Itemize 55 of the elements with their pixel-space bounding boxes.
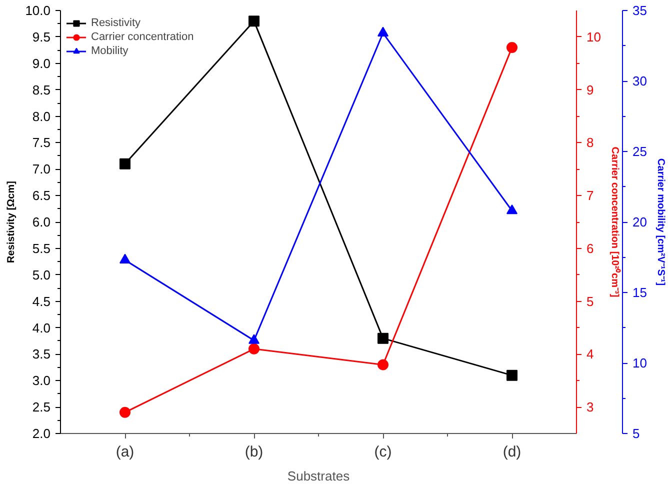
y-tick-label: 2.0 [32, 426, 51, 441]
point [248, 16, 260, 27]
point [378, 26, 388, 36]
x-tick-label: (c) [374, 444, 392, 460]
y2-tick-label: 3 [586, 400, 594, 415]
y3-axis-title: Carrier mobility [cm²V⁻¹S⁻¹] [654, 158, 666, 286]
y2-tick-label: 6 [586, 240, 594, 256]
y-tick-label: 2.5 [32, 400, 51, 415]
point [248, 343, 260, 354]
y-tick-label: 8.5 [32, 82, 51, 98]
x-tick-label: (a) [116, 444, 134, 460]
y2-axis-title: Carrier concentration [10²⁰cm⁻³] [608, 146, 621, 298]
y2-tick-label: 10 [586, 29, 601, 44]
y2-tick-label: 4 [586, 346, 594, 362]
point [506, 42, 518, 54]
point [378, 332, 388, 344]
point [120, 158, 130, 170]
y-tick-label: 6.0 [32, 214, 51, 230]
y-tick-label: 6.5 [32, 188, 51, 204]
y3-tick-label: 20 [632, 214, 647, 230]
y-tick-label: 9.5 [32, 29, 51, 44]
y-tick-label: 5.5 [32, 240, 51, 256]
legend-label: Carrier concentration [91, 30, 194, 44]
y-tick-label: 8.0 [32, 108, 51, 124]
y-tick-label: 10.0 [25, 3, 51, 18]
y-tick-label: 7.0 [32, 162, 51, 177]
y-tick-label: 5.0 [32, 267, 51, 282]
point [120, 254, 130, 264]
y-tick-label: 4.5 [32, 294, 51, 309]
point [506, 204, 518, 214]
x-axis-title: Substrates [287, 468, 350, 484]
point [248, 334, 260, 344]
y3-tick-label: 30 [632, 74, 647, 88]
x-tick-label: (b) [244, 444, 264, 460]
legend-label: Resistivity [91, 16, 141, 30]
point [120, 406, 130, 418]
y-tick-label: 3.0 [32, 373, 51, 388]
y3-tick-label: 10 [632, 356, 647, 370]
y-tick-label: 4.0 [32, 320, 51, 336]
y3-tick-label: 35 [632, 3, 647, 18]
y2-tick-label: 9 [586, 82, 594, 98]
y3-tick-label: 5 [632, 426, 640, 441]
y-axis-title: Resistivity [Ωcm] [6, 181, 18, 263]
point [506, 370, 518, 381]
y-tick-label: 9.0 [32, 56, 51, 71]
y2-tick-label: 5 [586, 294, 594, 309]
y-tick-label: 3.5 [32, 346, 51, 362]
y2-tick-label: 8 [586, 135, 594, 150]
legend-label: Mobility [91, 44, 128, 58]
y3-tick-label: 25 [632, 144, 647, 159]
x-tick-label: (d) [502, 444, 522, 460]
point [378, 359, 388, 370]
y3-tick-label: 15 [632, 285, 647, 300]
y2-tick-label: 7 [586, 188, 594, 204]
y-tick-label: 7.5 [32, 135, 51, 150]
